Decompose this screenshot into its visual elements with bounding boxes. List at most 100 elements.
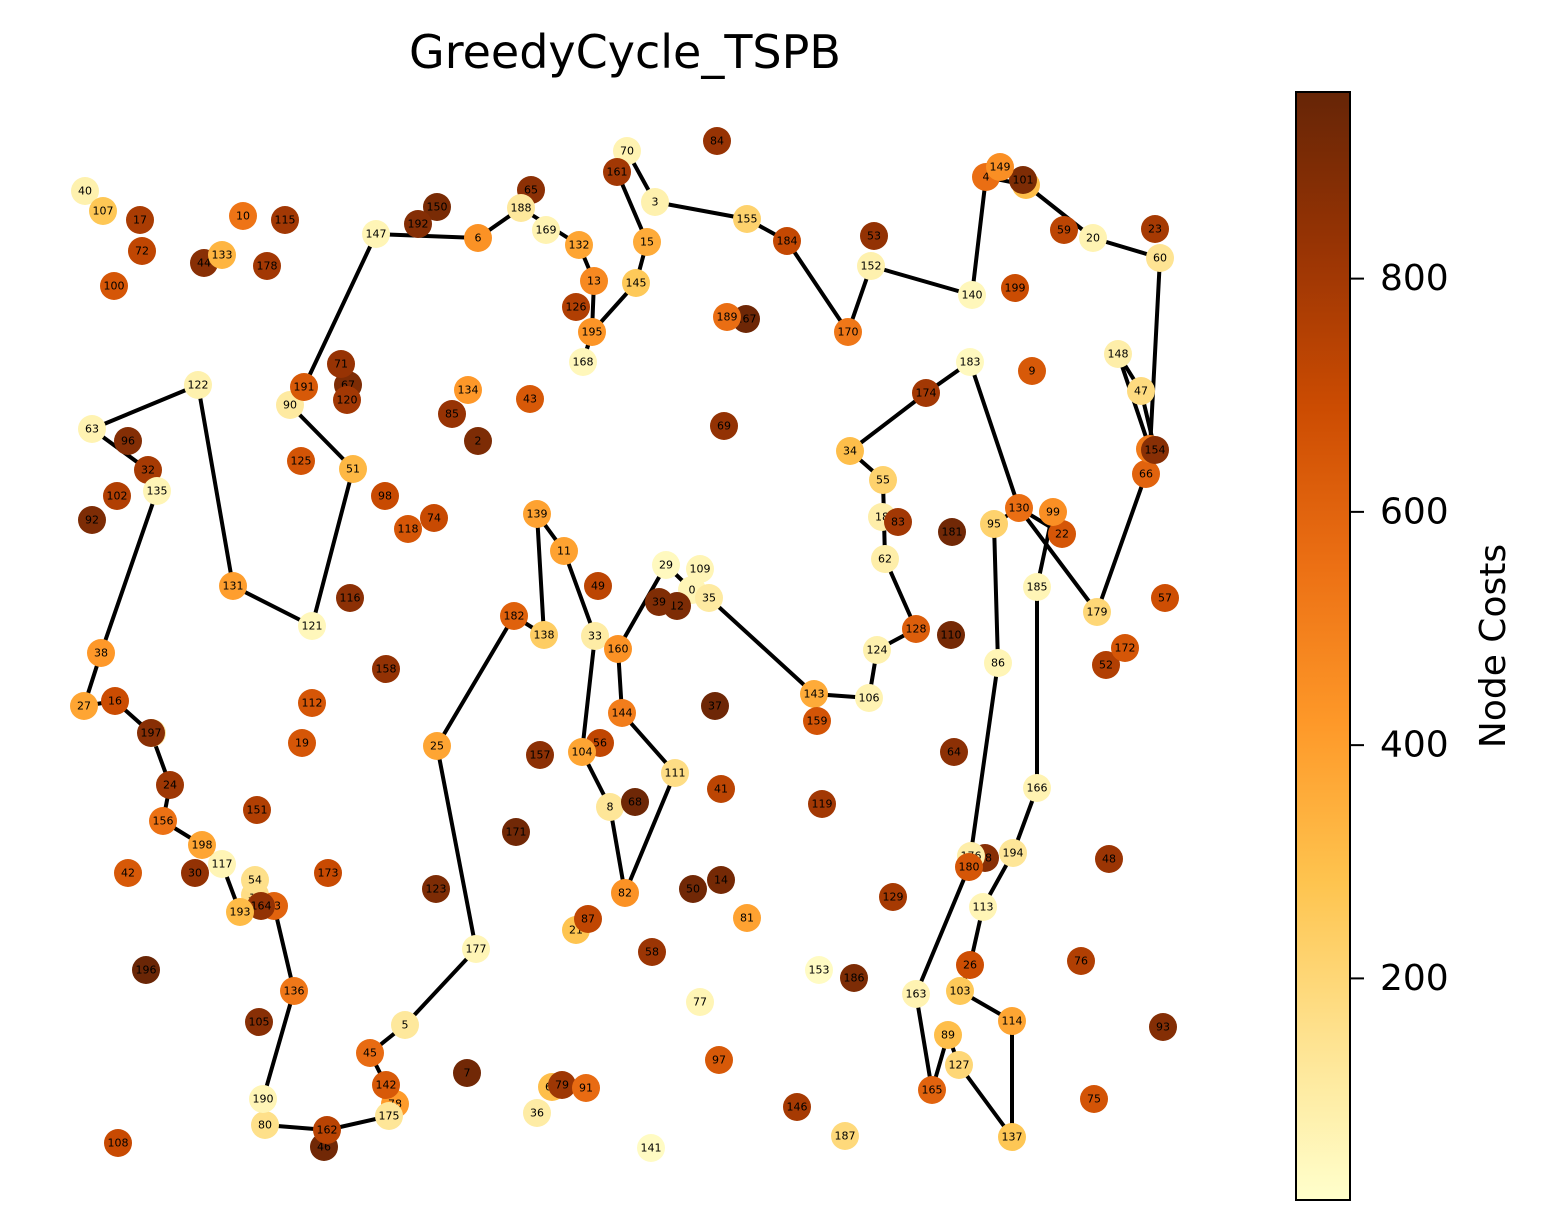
node-label: 134 <box>458 384 479 397</box>
node-point: 187 <box>831 1122 859 1150</box>
node-label: 32 <box>141 464 155 477</box>
node-marker <box>912 379 940 407</box>
node-point: 122 <box>184 371 212 399</box>
cycle-edge <box>968 360 1021 510</box>
node-marker <box>565 231 593 259</box>
node-label: 198 <box>192 839 213 852</box>
node-point: 101 <box>1009 166 1037 194</box>
node-label: 101 <box>1013 174 1034 187</box>
node-label: 77 <box>693 996 707 1009</box>
node-marker <box>422 875 450 903</box>
node-label: 107 <box>93 205 114 218</box>
node-marker <box>394 515 422 543</box>
node-marker <box>611 879 639 907</box>
node-point: 137 <box>998 1123 1026 1151</box>
node-marker <box>1132 460 1160 488</box>
node-marker <box>596 793 624 821</box>
node-label: 156 <box>153 815 174 828</box>
cycle-edge <box>616 563 668 651</box>
node-marker <box>1039 498 1067 526</box>
node-point: 98 <box>371 482 399 510</box>
node-label: 8 <box>607 801 614 814</box>
node-label: 136 <box>284 985 305 998</box>
node-point: 38 <box>87 639 115 667</box>
node-point: 155 <box>733 205 761 233</box>
node-label: 90 <box>283 399 297 412</box>
node-marker <box>128 237 156 265</box>
node-label: 190 <box>253 1093 274 1106</box>
colorbar-ticks: 200 400 600 800 <box>1350 258 1449 999</box>
node-marker <box>530 621 558 649</box>
node-label: 133 <box>212 249 233 262</box>
node-marker <box>253 252 281 280</box>
cycle-edge <box>1024 183 1095 240</box>
node-marker <box>333 386 361 414</box>
node-point: 178 <box>253 252 281 280</box>
node-point: 34 <box>836 437 864 465</box>
node-point: 133 <box>208 241 236 269</box>
colorbar-label: Node Costs <box>1473 544 1514 748</box>
node-marker <box>773 227 801 255</box>
node-marker <box>243 796 271 824</box>
node-marker <box>1083 598 1111 626</box>
node-label: 6 <box>475 232 482 245</box>
node-marker <box>526 741 554 769</box>
node-label: 62 <box>878 553 892 566</box>
node-marker <box>940 738 968 766</box>
node-label: 54 <box>248 874 262 887</box>
node-point: 180 <box>955 853 983 881</box>
node-label: 14 <box>714 874 728 887</box>
node-marker <box>808 790 836 818</box>
node-point: 183 <box>956 348 984 376</box>
node-label: 55 <box>876 474 890 487</box>
node-marker <box>613 137 641 165</box>
colorbar-gradient <box>1295 91 1351 1201</box>
node-marker <box>800 680 828 708</box>
node-point: 68 <box>621 788 649 816</box>
node-point: 120 <box>333 386 361 414</box>
node-point: 144 <box>608 699 636 727</box>
node-label: 108 <box>108 1137 129 1150</box>
node-marker <box>336 584 364 612</box>
node-marker <box>871 545 899 573</box>
node-point: 119 <box>808 790 836 818</box>
node-label: 60 <box>1153 252 1167 265</box>
node-marker <box>103 482 131 510</box>
node-marker <box>998 1007 1026 1035</box>
node-label: 193 <box>230 906 251 919</box>
node-label: 33 <box>588 630 602 643</box>
node-point: 17 <box>126 206 154 234</box>
node-marker <box>241 866 269 894</box>
node-label: 105 <box>249 1016 270 1029</box>
node-label: 150 <box>427 201 448 214</box>
node-label: 149 <box>990 161 1011 174</box>
node-label: 191 <box>294 381 315 394</box>
node-marker <box>288 729 316 757</box>
node-marker <box>181 859 209 887</box>
node-label: 39 <box>652 596 666 609</box>
node-point: 40 <box>71 177 99 205</box>
node-point: 117 <box>208 850 236 878</box>
node-point: 55 <box>869 466 897 494</box>
colorbar-tick-label: 400 <box>1380 725 1449 766</box>
node-label: 172 <box>1115 642 1136 655</box>
node-marker <box>984 649 1012 677</box>
node-marker <box>327 350 355 378</box>
node-marker <box>884 508 912 536</box>
node-point: 151 <box>243 796 271 824</box>
node-point: 147 <box>362 220 390 248</box>
node-label: 49 <box>591 580 605 593</box>
node-point: 188 <box>507 194 535 222</box>
node-label: 29 <box>659 559 673 572</box>
node-marker <box>1095 845 1123 873</box>
node-label: 37 <box>708 700 722 713</box>
node-label: 127 <box>949 1059 970 1072</box>
node-label: 98 <box>378 490 392 503</box>
node-marker <box>945 1051 973 1079</box>
cycle-edge <box>970 175 988 297</box>
node-marker <box>188 831 216 859</box>
node-point: 189 <box>713 303 741 331</box>
node-point: 89 <box>934 1021 962 1049</box>
node-marker <box>572 1074 600 1102</box>
node-point: 63 <box>78 415 106 443</box>
